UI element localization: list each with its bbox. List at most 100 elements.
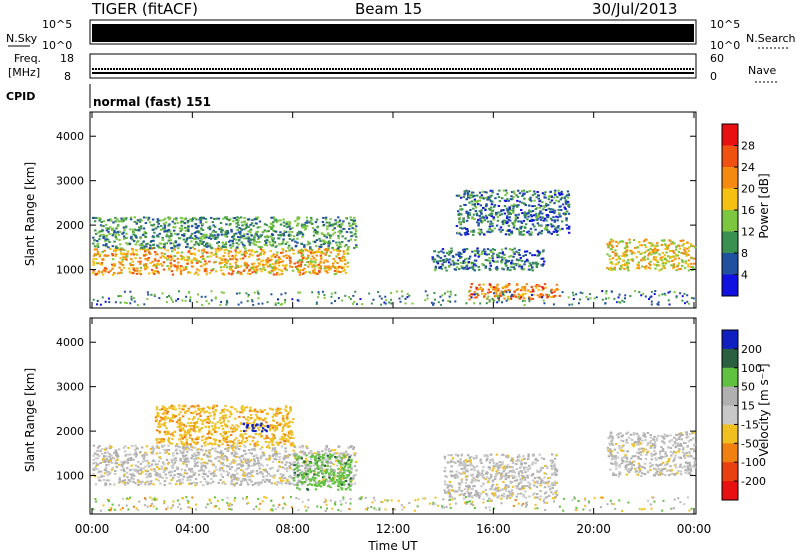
range-gate-cell	[165, 235, 168, 238]
range-gate-cell	[158, 438, 162, 441]
range-gate-cell	[507, 199, 510, 202]
range-gate-cell	[271, 455, 274, 458]
range-gate-cell	[203, 257, 206, 260]
range-gate-cell	[224, 258, 227, 261]
range-gate-cell	[110, 468, 114, 471]
range-gate-cell	[326, 232, 330, 235]
range-gate-cell	[690, 296, 693, 299]
range-gate-cell	[142, 454, 145, 457]
range-gate-cell	[551, 219, 554, 222]
range-gate-cell	[163, 224, 167, 227]
range-gate-cell	[309, 247, 312, 250]
range-gate-cell	[295, 267, 299, 270]
range-gate-cell	[196, 262, 199, 265]
range-gate-cell	[175, 269, 179, 272]
range-gate-cell	[202, 472, 205, 475]
range-gate-cell	[552, 216, 555, 219]
range-gate-cell	[668, 249, 672, 252]
range-gate-cell	[295, 224, 299, 227]
range-gate-cell	[149, 475, 152, 478]
range-gate-cell	[132, 458, 135, 461]
range-gate-cell	[335, 270, 339, 273]
range-gate-cell	[557, 208, 560, 211]
range-gate-cell	[168, 216, 172, 219]
range-gate-cell	[501, 251, 505, 254]
range-gate-cell	[297, 222, 300, 225]
range-gate-cell	[181, 234, 184, 237]
range-gate-cell	[172, 434, 175, 437]
range-gate-cell	[557, 225, 560, 228]
range-gate-cell	[155, 478, 158, 481]
range-gate-cell	[550, 296, 553, 299]
range-gate-cell	[215, 430, 218, 433]
range-gate-cell	[313, 241, 317, 244]
range-gate-cell	[272, 434, 276, 437]
range-gate-cell	[148, 221, 152, 224]
range-gate-cell	[538, 285, 541, 288]
range-gate-cell	[208, 225, 212, 228]
range-gate-cell	[548, 231, 551, 234]
range-gate-cell	[256, 216, 260, 219]
range-gate-cell	[164, 421, 167, 424]
range-gate-cell	[464, 261, 467, 264]
range-gate-cell	[105, 267, 108, 270]
range-gate-cell	[213, 429, 217, 432]
range-gate-cell	[196, 426, 199, 429]
range-gate-cell	[492, 288, 495, 291]
range-gate-cell	[624, 294, 627, 297]
range-gate-cell	[206, 415, 210, 418]
range-gate-cell	[323, 233, 326, 236]
range-gate-cell	[440, 303, 443, 306]
range-gate-cell	[682, 239, 685, 242]
range-gate-cell	[517, 296, 520, 299]
range-gate-cell	[99, 470, 103, 473]
range-gate-cell	[293, 452, 297, 455]
range-gate-cell	[477, 218, 480, 221]
range-gate-cell	[165, 427, 168, 430]
range-gate-cell	[660, 243, 664, 246]
range-gate-cell	[226, 448, 229, 451]
range-gate-cell	[193, 426, 196, 429]
range-gate-cell	[651, 242, 654, 245]
range-gate-cell	[298, 249, 301, 252]
range-gate-cell	[260, 446, 264, 449]
range-gate-cell	[222, 410, 225, 413]
range-gate-cell	[606, 253, 609, 256]
range-gate-cell	[506, 267, 510, 270]
range-gate-cell	[231, 242, 235, 245]
range-gate-cell	[224, 241, 228, 244]
range-gate-cell	[233, 484, 236, 487]
range-gate-cell	[660, 256, 663, 259]
range-gate-cell	[155, 438, 158, 441]
range-gate-cell	[263, 239, 267, 242]
range-gate-cell	[182, 448, 186, 451]
range-gate-cell	[256, 265, 259, 268]
range-gate-cell	[466, 211, 469, 214]
range-gate-cell	[180, 440, 183, 443]
range-gate-cell	[339, 468, 343, 471]
range-gate-cell	[677, 257, 681, 260]
range-gate-cell	[298, 469, 302, 472]
range-gate-cell	[333, 266, 337, 269]
range-gate-cell	[324, 218, 328, 221]
range-gate-cell	[647, 249, 650, 252]
range-gate-cell	[339, 470, 342, 473]
range-gate-cell	[96, 299, 99, 302]
range-gate-cell	[489, 291, 492, 294]
range-gate-cell	[526, 289, 530, 292]
range-gate-cell	[232, 443, 235, 446]
range-gate-cell	[477, 222, 480, 225]
range-gate-cell	[231, 446, 234, 449]
range-gate-cell	[110, 263, 114, 266]
range-gate-cell	[214, 449, 217, 452]
range-gate-cell	[660, 268, 663, 271]
range-gate-cell	[275, 221, 279, 224]
range-gate-cell	[144, 264, 148, 267]
range-gate-cell	[98, 217, 101, 220]
range-gate-cell	[521, 293, 525, 296]
range-gate-cell	[505, 215, 509, 218]
range-gate-cell	[462, 248, 465, 251]
range-gate-cell	[686, 294, 689, 297]
range-gate-cell	[279, 441, 282, 444]
range-gate-cell	[542, 249, 545, 252]
